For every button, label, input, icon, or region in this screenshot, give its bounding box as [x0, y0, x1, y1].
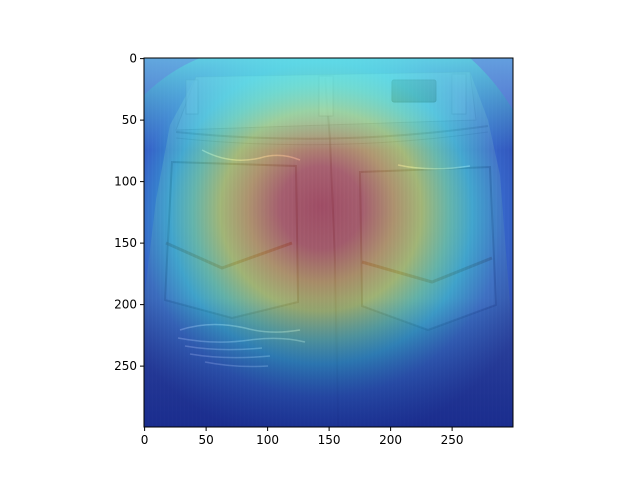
plot-frame [143, 57, 514, 428]
x-tick-label: 50 [198, 433, 213, 447]
y-axis: 0 50 100 150 200 250 [114, 52, 144, 373]
y-tick-label: 50 [122, 113, 137, 127]
x-axis: 0 50 100 150 200 250 [141, 427, 464, 447]
x-tick-label: 0 [141, 433, 149, 447]
y-tick-label: 250 [114, 359, 137, 373]
y-tick-label: 200 [114, 298, 137, 312]
x-tick-label: 100 [256, 433, 279, 447]
heatmap-image [144, 58, 513, 427]
y-tick-label: 100 [114, 175, 137, 189]
x-tick-label: 250 [441, 433, 464, 447]
y-tick-label: 0 [129, 52, 137, 66]
y-tick-label: 150 [114, 236, 137, 250]
x-tick-label: 150 [318, 433, 341, 447]
x-tick-label: 200 [379, 433, 402, 447]
